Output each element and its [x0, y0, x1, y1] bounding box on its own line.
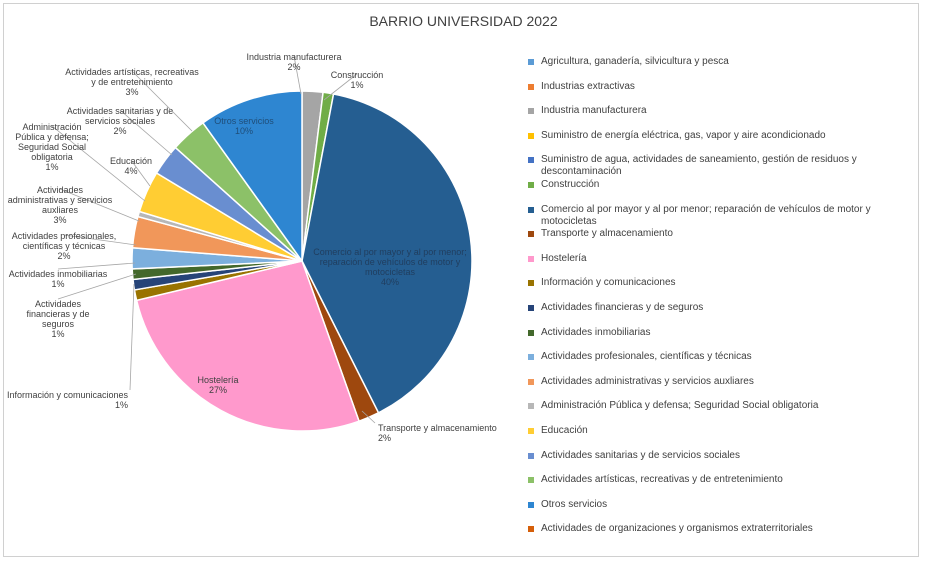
legend-item-hosteleria: Hostelería	[528, 253, 908, 265]
leader-line-informacion-y-comunicaciones	[129, 283, 135, 391]
legend-swatch	[528, 206, 534, 213]
leader-line-actividades-inmobiliarias	[57, 262, 136, 270]
legend-label: Industrias extractivas	[541, 80, 635, 92]
slice-hosteleria	[135, 260, 360, 432]
legend-item-comercio-al-por-mayor-y-al-por-menor-rep: Comercio al por mayor y al por menor; re…	[528, 204, 908, 228]
chart-title: BARRIO UNIVERSIDAD 2022	[369, 13, 558, 29]
data-label-actividades-artisticas-recreativas-y-de-: Actividades artísticas, recreativas y de …	[65, 67, 199, 97]
legend-item-actividades-financieras-y-de-seguros: Actividades financieras y de seguros	[528, 302, 908, 314]
legend-label: Industria manufacturera	[541, 105, 647, 117]
legend-label: Actividades administrativas y servicios …	[541, 375, 754, 387]
data-label-informacion-y-comunicaciones: Información y comunicaciones 1%	[7, 390, 129, 410]
leader-line-actividades-administrativas-y-servicios-	[59, 188, 140, 222]
legend-swatch	[528, 403, 534, 410]
legend-item-actividades-inmobiliarias: Actividades inmobiliarias	[528, 327, 908, 339]
leader-line-construccion	[323, 73, 358, 101]
data-label-administracion-publica-y-defensa-segurid: Administración Pública y defensa; Segurida…	[15, 122, 89, 172]
legend-swatch	[528, 280, 534, 287]
data-label-actividades-administrativas-y-servicios-: Actividades administrativas y servicios au…	[8, 185, 113, 225]
leader-line-actividades-artisticas-recreativas-y-de-	[131, 70, 193, 132]
legend-swatch	[528, 378, 534, 385]
data-label-actividades-profesionales-cientificas-y-: Actividades profesionales, científicas y …	[12, 231, 117, 261]
legend-swatch	[528, 526, 534, 533]
data-label-construccion: Construcción 1%	[331, 70, 384, 90]
legend-swatch	[528, 354, 534, 361]
legend-item-educacion: Educación	[528, 425, 908, 437]
legend-item-actividades-sanitarias-y-de-servicios-so: Actividades sanitarias y de servicios so…	[528, 450, 908, 462]
legend-item-actividades-artisticas-recreativas-y-de-: Actividades artísticas, recreativas y de…	[528, 474, 908, 486]
legend-item-suministro-de-energia-electrica-gas-vapo: Suministro de energía eléctrica, gas, va…	[528, 130, 908, 142]
legend-item-otros-servicios: Otros servicios	[528, 499, 908, 511]
legend-label: Educación	[541, 425, 588, 436]
leader-line-administracion-publica-y-defensa-segurid	[51, 125, 146, 202]
legend-label: Actividades profesionales, científicas y…	[541, 351, 752, 363]
legend-label: Suministro de energía eléctrica, gas, va…	[541, 129, 826, 141]
legend-swatch	[528, 329, 534, 336]
legend-item-construccion: Construcción	[528, 179, 908, 191]
data-label-hosteleria: Hostelería 27%	[197, 375, 238, 395]
legend-label: Transporte y almacenamiento	[541, 228, 673, 240]
slice-otros-servicios	[201, 90, 303, 264]
legend-swatch	[528, 428, 534, 434]
legend-label: Actividades de organizaciones y organism…	[541, 523, 813, 535]
data-label-comercio-al-por-mayor-y-al-por-menor-rep: Comercio al por mayor y al por menor; rep…	[313, 247, 467, 287]
data-label-industria-manufacturera: Industria manufacturera 2%	[246, 52, 341, 72]
legend-label: Hostelería	[541, 252, 587, 264]
legend-item-actividades-administrativas-y-servicios-: Actividades administrativas y servicios …	[528, 376, 908, 388]
legend-swatch	[528, 83, 534, 90]
data-label-otros-servicios: Otros servicios 10%	[214, 116, 274, 136]
slice-comercio-al-por-mayor-y-al-por-menor-rep	[301, 93, 473, 414]
legend-swatch	[528, 108, 534, 115]
legend-item-suministro-de-agua-actividades-de-saneam: Suministro de agua, actividades de sanea…	[528, 154, 908, 178]
legend-label: Actividades artísticas, recreativas y de…	[541, 474, 783, 486]
legend-swatch	[528, 477, 534, 484]
legend-swatch	[528, 305, 534, 311]
legend-item-industria-manufacturera: Industria manufacturera	[528, 105, 908, 117]
legend-label: Información y comunicaciones	[541, 277, 676, 289]
data-label-transporte-y-almacenamiento: Transporte y almacenamiento 2%	[378, 423, 497, 443]
legend-item-informacion-y-comunicaciones: Información y comunicaciones	[528, 277, 908, 289]
data-label-actividades-sanitarias-y-de-servicios-so: Actividades sanitarias y de servicios soc…	[67, 106, 174, 136]
data-label-educacion: Educación 4%	[110, 156, 152, 176]
legend-item-industrias-extractivas: Industrias extractivas	[528, 81, 908, 93]
legend-swatch	[528, 255, 534, 262]
leader-line-educacion	[130, 159, 151, 187]
legend-swatch	[528, 452, 534, 459]
legend-label: Otros servicios	[541, 498, 608, 510]
legend-swatch	[528, 59, 534, 65]
legend-label: Agricultura, ganadería, silvicultura y p…	[541, 56, 729, 67]
legend-swatch	[528, 182, 534, 188]
leader-line-actividades-profesionales-cientificas-y-	[63, 234, 137, 246]
legend-swatch	[528, 157, 534, 164]
legend-item-agricultura-ganaderia-silvicultura-y-pes: Agricultura, ganadería, silvicultura y p…	[528, 56, 908, 68]
legend-item-administracion-publica-y-defensa-segurid: Administración Pública y defensa; Seguri…	[528, 400, 908, 412]
legend-label: Actividades financieras y de seguros	[541, 302, 704, 313]
legend-item-transporte-y-almacenamiento: Transporte y almacenamiento	[528, 228, 908, 240]
legend-label: Actividades sanitarias y de servicios so…	[541, 449, 740, 461]
legend-label: Construcción	[541, 179, 600, 190]
legend-label: Suministro de agua, actividades de sanea…	[541, 154, 857, 178]
legend-label: Comercio al por mayor y al por menor; re…	[541, 203, 871, 227]
data-label-actividades-inmobiliarias: Actividades inmobiliarias 1%	[9, 269, 108, 289]
legend-label: Actividades inmobiliarias	[541, 326, 651, 338]
legend-swatch	[528, 501, 534, 508]
leader-line-actividades-sanitarias-y-de-servicios-so	[119, 109, 173, 156]
legend-label: Administración Pública y defensa; Seguri…	[541, 400, 819, 412]
leader-line-industria-manufacturera	[293, 55, 302, 95]
legend-item-actividades-profesionales-cientificas-y-: Actividades profesionales, científicas y…	[528, 351, 908, 363]
legend-swatch	[528, 231, 534, 238]
legend-item-actividades-de-organizaciones-y-organism: Actividades de organizaciones y organism…	[528, 523, 908, 535]
leader-line-transporte-y-almacenamiento	[361, 410, 376, 424]
leader-line-actividades-financieras-y-de-seguros	[57, 273, 137, 300]
legend-swatch	[528, 132, 534, 139]
data-label-actividades-financieras-y-de-seguros: Actividades financieras y de seguros 1%	[26, 299, 89, 339]
